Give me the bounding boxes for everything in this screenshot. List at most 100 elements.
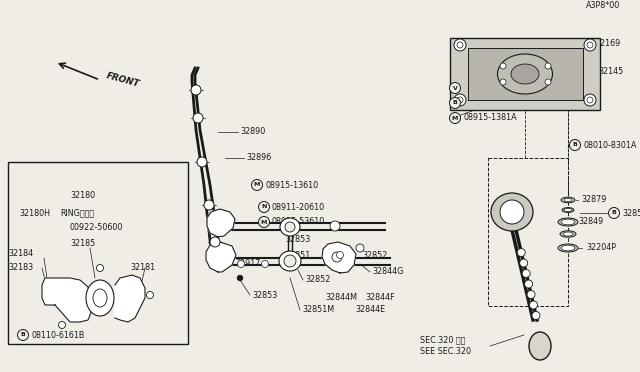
Ellipse shape [491, 193, 533, 231]
Circle shape [570, 140, 580, 151]
Circle shape [259, 217, 269, 228]
Circle shape [285, 222, 295, 232]
Ellipse shape [86, 280, 114, 316]
Circle shape [449, 83, 461, 93]
Circle shape [525, 280, 532, 288]
Text: 32917: 32917 [235, 259, 260, 267]
Text: N: N [261, 205, 267, 209]
Circle shape [332, 252, 342, 262]
Circle shape [284, 255, 296, 267]
Circle shape [584, 39, 596, 51]
Text: RINGリング: RINGリング [60, 208, 94, 218]
Circle shape [609, 208, 620, 218]
Text: 32879: 32879 [581, 196, 606, 205]
Ellipse shape [563, 232, 573, 236]
Ellipse shape [511, 64, 539, 84]
Circle shape [545, 79, 551, 85]
Text: 08110-6161B: 08110-6161B [31, 330, 84, 340]
Circle shape [191, 85, 201, 95]
Text: M: M [261, 219, 267, 224]
Ellipse shape [560, 231, 576, 237]
Circle shape [545, 63, 551, 69]
Text: 08915-13610: 08915-13610 [265, 180, 318, 189]
Text: 32851M: 32851M [302, 305, 334, 314]
Ellipse shape [561, 197, 575, 203]
Circle shape [193, 113, 203, 123]
Circle shape [17, 330, 29, 340]
Polygon shape [115, 275, 145, 322]
Ellipse shape [562, 208, 574, 212]
Circle shape [204, 200, 214, 210]
Polygon shape [322, 242, 356, 273]
Text: 32853: 32853 [285, 235, 310, 244]
Text: M: M [452, 115, 458, 121]
Circle shape [197, 157, 207, 167]
Text: SEE SEC.320: SEE SEC.320 [420, 347, 471, 356]
Text: 08911-20610: 08911-20610 [272, 202, 325, 212]
Text: 08010-8301A: 08010-8301A [583, 141, 636, 150]
Text: 32850N: 32850N [622, 208, 640, 218]
Text: SEC.320 参照: SEC.320 参照 [420, 336, 465, 344]
Ellipse shape [561, 219, 575, 225]
Circle shape [527, 291, 535, 298]
Ellipse shape [280, 218, 300, 236]
Circle shape [500, 200, 524, 224]
Circle shape [97, 264, 104, 272]
Text: B: B [20, 333, 26, 337]
Text: 32180: 32180 [70, 190, 95, 199]
Text: FRONT: FRONT [105, 71, 140, 89]
Text: 32180H: 32180H [19, 208, 50, 218]
Text: A3P8*00: A3P8*00 [586, 1, 620, 10]
Circle shape [356, 244, 364, 252]
Ellipse shape [564, 198, 572, 202]
Text: 32844E: 32844E [355, 305, 385, 314]
Circle shape [58, 321, 65, 328]
Text: 08915-1381A: 08915-1381A [463, 113, 516, 122]
Text: 32853: 32853 [252, 291, 277, 299]
Circle shape [259, 202, 269, 212]
Text: B: B [612, 211, 616, 215]
Ellipse shape [564, 208, 572, 212]
Polygon shape [42, 278, 92, 322]
Circle shape [522, 269, 530, 278]
Circle shape [532, 311, 540, 320]
Circle shape [337, 251, 344, 259]
Text: 32169: 32169 [595, 39, 620, 48]
Text: 32851: 32851 [285, 250, 310, 260]
Circle shape [529, 301, 538, 309]
Bar [488, 158, 568, 306]
Text: 32896: 32896 [246, 154, 271, 163]
Circle shape [454, 94, 466, 106]
Text: 00922-50600: 00922-50600 [70, 224, 124, 232]
Circle shape [517, 248, 525, 257]
Circle shape [454, 39, 466, 51]
Text: V: V [452, 86, 458, 90]
Text: M: M [254, 183, 260, 187]
Text: 08120-8251E: 08120-8251E [463, 99, 516, 108]
Text: 32183: 32183 [8, 263, 33, 273]
Text: 32844F: 32844F [365, 292, 395, 301]
Circle shape [252, 180, 262, 190]
Circle shape [210, 237, 220, 247]
Text: 32181: 32181 [130, 263, 155, 273]
Text: 08915-53610: 08915-53610 [272, 218, 325, 227]
Circle shape [237, 276, 243, 280]
Polygon shape [206, 242, 236, 272]
Ellipse shape [497, 54, 552, 94]
Bar [450, 38, 600, 110]
Text: 32844G: 32844G [372, 267, 403, 276]
Circle shape [237, 260, 244, 267]
Ellipse shape [561, 245, 575, 251]
Circle shape [262, 260, 269, 267]
Text: 32184: 32184 [8, 248, 33, 257]
Circle shape [330, 221, 340, 231]
Circle shape [520, 259, 528, 267]
Text: 08915-1381A: 08915-1381A [463, 83, 516, 93]
Ellipse shape [529, 332, 551, 360]
Text: 32852: 32852 [362, 250, 387, 260]
Polygon shape [207, 209, 235, 237]
Text: 32852: 32852 [305, 276, 330, 285]
Ellipse shape [279, 251, 301, 271]
Ellipse shape [558, 218, 578, 226]
Circle shape [147, 292, 154, 298]
